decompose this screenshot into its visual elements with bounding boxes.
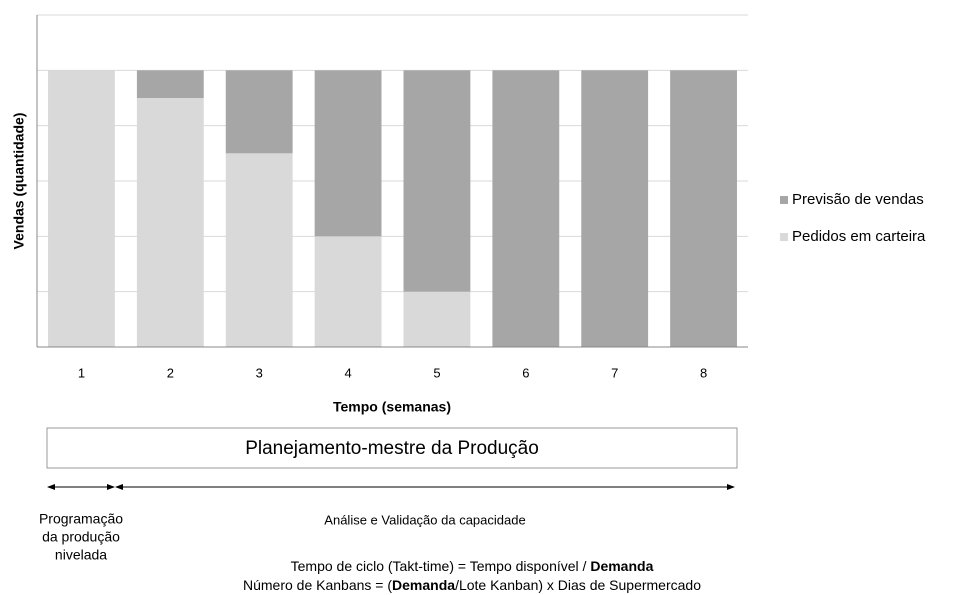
y-axis-label: Vendas (quantidade) [11,113,27,250]
x-axis-label: Tempo (semanas) [333,399,451,415]
box-label: Planejamento-mestre da Produção [245,438,539,459]
bar [670,70,737,347]
x-tick-label: 6 [522,365,529,380]
bar [581,70,649,347]
bar [403,291,471,347]
left-label: da produção [42,529,120,545]
formula: Número de Kanbans = (Demanda/Lote Kanban… [243,577,701,593]
legend-label: Previsão de vendas [792,191,924,208]
bar [48,70,115,347]
bar [225,153,293,347]
x-tick-label: 8 [700,365,707,380]
bar [136,98,204,347]
formula-part: Tempo de ciclo (Takt-time) = Tempo dispo… [291,558,591,574]
x-tick-label: 7 [611,365,618,380]
formula-part: Demanda [590,558,653,574]
box [46,427,738,469]
bar [403,70,471,292]
bar [225,70,293,154]
legend-swatch [780,196,788,204]
x-tick-label: 2 [167,365,174,380]
bar [136,70,204,98]
left-label: Programação [39,511,123,527]
bar [314,236,382,347]
legend-label: Pedidos em carteira [792,228,926,245]
formula-part: Demanda [392,577,455,593]
bar [492,70,560,347]
right-label: Análise e Validação da capacidade [324,512,525,527]
formula: Tempo de ciclo (Takt-time) = Tempo dispo… [291,558,654,574]
x-tick-label: 3 [256,365,263,380]
bar [314,70,382,237]
x-tick-label: 1 [78,365,85,380]
x-tick-label: 4 [344,365,351,380]
formula-part: /Lote Kanban) x Dias de Supermercado [455,577,701,593]
left-label: nivelada [55,547,107,563]
legend-swatch [780,233,788,241]
x-tick-label: 5 [433,365,440,380]
formula-part: Número de Kanbans = ( [243,577,392,593]
